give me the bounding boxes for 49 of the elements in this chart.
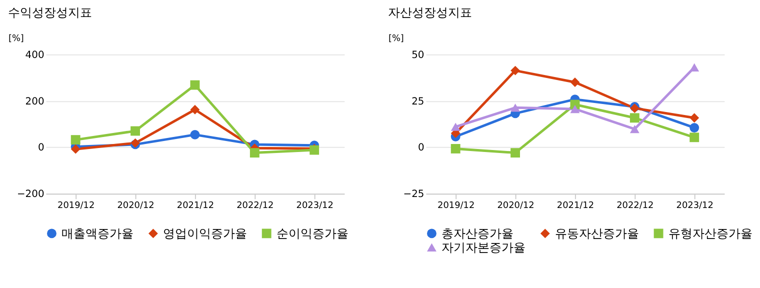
- point: [190, 104, 200, 114]
- y-axis-title: [%]: [388, 34, 404, 44]
- chart-title: 수익성장성지표: [8, 6, 92, 20]
- point: [690, 113, 700, 123]
- x-tick-label: 2021/12: [556, 201, 594, 212]
- y-tick-label: −25: [403, 189, 424, 200]
- y-tick-label: 0: [418, 142, 424, 154]
- legend-label: 매출액증가율: [62, 226, 134, 240]
- y-tick-label: 200: [25, 96, 44, 108]
- x-tick-label: 2022/12: [236, 201, 274, 212]
- point: [510, 148, 520, 158]
- point: [690, 63, 700, 72]
- point: [510, 104, 520, 112]
- point: [630, 124, 640, 134]
- y-axis-title: [%]: [8, 34, 24, 44]
- legend-label: 총자산증가율: [442, 226, 514, 240]
- legend-label: 유형자산증가율: [668, 226, 752, 240]
- y-tick-label: 50: [412, 50, 424, 61]
- y-tick-label: −200: [16, 189, 44, 200]
- legend-label: 자기자본증가율: [442, 240, 526, 254]
- point: [450, 144, 460, 154]
- point: [70, 144, 80, 154]
- point: [570, 78, 580, 87]
- x-tick-label: 2019/12: [438, 201, 475, 212]
- y-tick-label: 400: [25, 50, 44, 61]
- x-tick-label: 2023/12: [676, 201, 714, 212]
- x-tick-label: 2020/12: [497, 201, 534, 212]
- y-tick-label: 0: [38, 142, 44, 154]
- point: [690, 123, 700, 132]
- point: [190, 80, 200, 90]
- point: [570, 104, 580, 114]
- x-tick-label: 2019/12: [58, 201, 95, 212]
- point: [450, 122, 460, 131]
- x-tick-label: 2023/12: [296, 201, 334, 212]
- point: [250, 148, 260, 158]
- point: [130, 126, 140, 136]
- legend-label: 순이익증가율: [276, 226, 349, 240]
- point: [630, 113, 640, 123]
- x-tick-label: 2020/12: [117, 201, 154, 212]
- point: [190, 130, 200, 140]
- legend-label: 유동자산증가율: [555, 226, 640, 240]
- y-tick-label: 25: [412, 96, 424, 108]
- point: [690, 132, 700, 142]
- legend-label: 영업이익증가율: [163, 226, 248, 240]
- x-tick-label: 2021/12: [176, 201, 214, 212]
- point: [70, 135, 80, 145]
- chart-title: 자산성장성지표: [388, 6, 472, 20]
- x-tick-label: 2022/12: [616, 201, 654, 212]
- point: [510, 66, 520, 76]
